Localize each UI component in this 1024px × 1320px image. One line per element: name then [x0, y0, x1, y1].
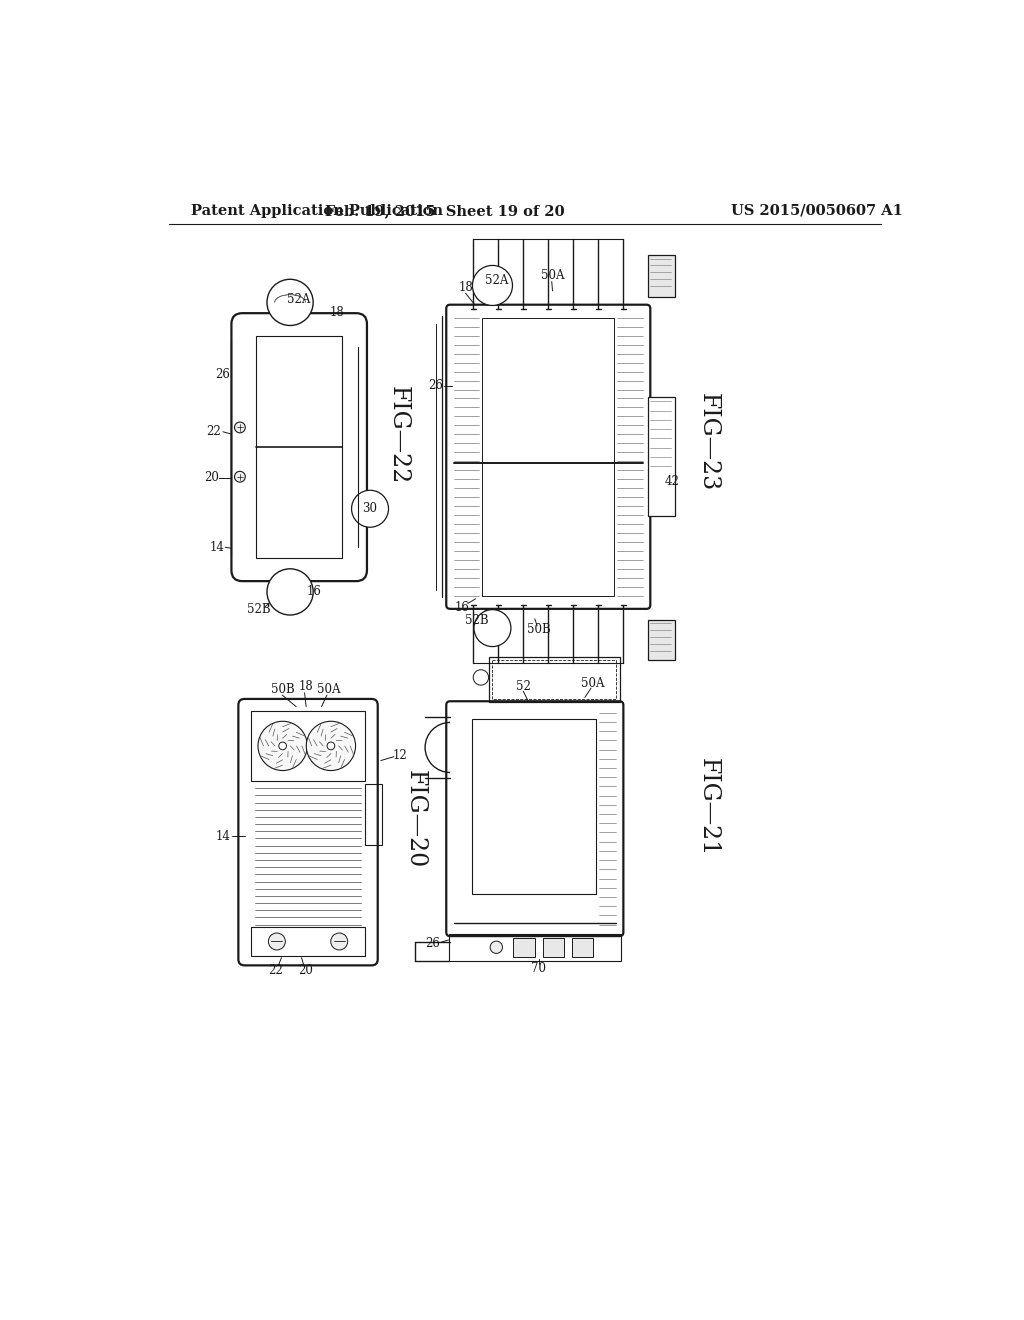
Text: 30: 30	[361, 502, 377, 515]
Bar	[366, 784, 382, 845]
Text: 42: 42	[665, 475, 679, 488]
Circle shape	[258, 721, 307, 771]
Circle shape	[473, 669, 488, 685]
Bar	[251, 927, 366, 956]
Text: 52B: 52B	[465, 614, 488, 627]
FancyBboxPatch shape	[239, 700, 378, 965]
Bar	[449, 933, 621, 961]
Text: 70: 70	[531, 962, 546, 975]
Bar	[482, 318, 614, 595]
Bar	[256, 337, 342, 558]
Text: 18: 18	[458, 281, 473, 294]
Circle shape	[331, 933, 348, 950]
Text: 16: 16	[455, 601, 469, 614]
Circle shape	[306, 721, 355, 771]
Bar	[648, 255, 675, 297]
Text: 20: 20	[299, 964, 313, 977]
Text: 22: 22	[207, 425, 221, 438]
FancyBboxPatch shape	[446, 701, 624, 936]
Bar	[472, 719, 596, 894]
Text: 12: 12	[392, 748, 408, 762]
Text: FIG—21: FIG—21	[696, 758, 720, 857]
Text: FIG—23: FIG—23	[696, 393, 720, 491]
Text: 20: 20	[204, 471, 219, 484]
Bar	[648, 620, 675, 660]
Text: 50A: 50A	[317, 684, 341, 696]
Bar	[482, 318, 614, 595]
Text: 14: 14	[215, 829, 230, 842]
Circle shape	[267, 280, 313, 326]
Bar	[492, 660, 616, 700]
Circle shape	[351, 490, 388, 527]
Text: 52A: 52A	[484, 273, 508, 286]
Text: FIG—20: FIG—20	[403, 771, 427, 869]
Circle shape	[234, 422, 246, 433]
Text: 26: 26	[425, 937, 440, 950]
FancyBboxPatch shape	[446, 305, 650, 609]
Bar	[543, 937, 564, 957]
Circle shape	[267, 569, 313, 615]
Circle shape	[234, 471, 246, 482]
Text: 14: 14	[209, 541, 224, 554]
FancyBboxPatch shape	[231, 313, 367, 581]
Text: 50A: 50A	[541, 269, 564, 282]
Text: 50B: 50B	[526, 623, 551, 636]
Text: 26: 26	[428, 379, 443, 392]
Text: Patent Application Publication: Patent Application Publication	[190, 203, 442, 218]
Bar	[648, 397, 675, 516]
Text: 16: 16	[306, 585, 322, 598]
Bar	[513, 937, 535, 957]
Bar	[472, 719, 596, 894]
Text: US 2015/0050607 A1: US 2015/0050607 A1	[731, 203, 903, 218]
Text: 50A: 50A	[581, 677, 604, 690]
Text: 52: 52	[516, 680, 530, 693]
Circle shape	[279, 742, 287, 750]
Circle shape	[327, 742, 335, 750]
Circle shape	[490, 941, 503, 953]
Text: 52B: 52B	[248, 603, 271, 616]
Text: FIG—22: FIG—22	[387, 385, 410, 484]
Bar	[251, 711, 366, 780]
Text: 50B: 50B	[271, 684, 295, 696]
Text: 22: 22	[268, 964, 283, 977]
Bar	[571, 937, 593, 957]
Circle shape	[268, 933, 286, 950]
Circle shape	[474, 610, 511, 647]
Text: 18: 18	[330, 306, 344, 319]
Bar	[488, 657, 620, 702]
Text: 18: 18	[299, 680, 313, 693]
Circle shape	[472, 265, 512, 305]
Text: 26: 26	[215, 367, 230, 380]
Text: 52A: 52A	[287, 293, 310, 306]
Text: Feb. 19, 2015  Sheet 19 of 20: Feb. 19, 2015 Sheet 19 of 20	[325, 203, 564, 218]
